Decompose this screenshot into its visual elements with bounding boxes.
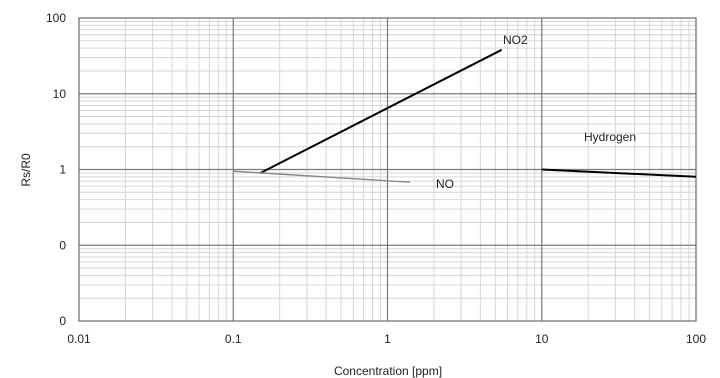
series-label-no: NO: [436, 177, 454, 191]
series-line-no2: [259, 48, 503, 174]
series-line-hydrogen: [541, 168, 697, 178]
y-tick-label: 0: [59, 238, 66, 252]
tick-labels: 0.01 0.1 1 10 100 0 0 1 10 100: [46, 11, 706, 346]
series-label-hydrogen: Hydrogen: [584, 130, 636, 144]
series-layer: [233, 48, 697, 183]
x-tick-label: 0.01: [67, 332, 91, 346]
x-tick-label: 100: [686, 332, 706, 346]
grid: [79, 18, 696, 321]
x-axis-label: Concentration [ppm]: [334, 364, 442, 378]
x-tick-label: 1: [384, 332, 391, 346]
y-tick-label: 10: [53, 87, 67, 101]
y-tick-label: 1: [59, 163, 66, 177]
y-tick-label: 0: [59, 314, 66, 328]
x-tick-label: 10: [535, 332, 549, 346]
y-axis-label: Rs/R0: [19, 153, 33, 187]
series-line-no: [233, 170, 411, 183]
x-tick-label: 0.1: [225, 332, 242, 346]
series-labels: NO2 NO Hydrogen: [436, 33, 636, 191]
y-tick-label: 100: [46, 11, 66, 25]
series-label-no2: NO2: [503, 33, 528, 47]
plot-area-border: [78, 17, 697, 322]
